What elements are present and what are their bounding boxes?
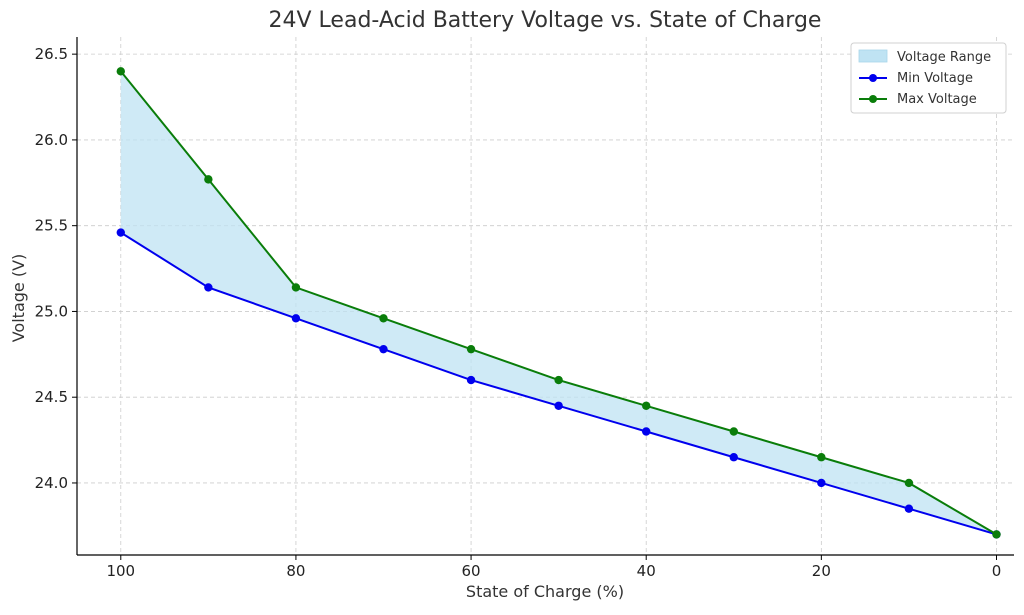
data-point-min-voltage <box>379 344 388 354</box>
data-point-min-voltage <box>291 314 301 323</box>
x-tick-label: 80 <box>286 562 305 580</box>
legend-label-voltage-range: Voltage Range <box>897 50 991 65</box>
data-point-min-voltage <box>642 427 651 436</box>
data-point-max-voltage <box>466 344 476 354</box>
x-tick-label: 60 <box>462 562 481 580</box>
data-point-max-voltage <box>904 478 914 488</box>
y-axis-label: Voltage (V) <box>9 254 28 343</box>
legend-frame <box>850 42 1007 114</box>
x-tick-label: 100 <box>106 562 135 580</box>
x-axis-label: State of Charge (%) <box>466 582 624 601</box>
x-tick-label: 20 <box>812 562 831 580</box>
data-point-max-voltage <box>729 427 738 436</box>
data-point-max-voltage <box>817 453 826 462</box>
y-tick-label: 24.5 <box>35 388 68 406</box>
x-tick-label: 0 <box>992 562 1002 580</box>
legend-marker-min-voltage <box>869 74 877 82</box>
data-point-min-voltage <box>116 228 125 237</box>
series-layer <box>116 67 1001 539</box>
fill-area-layer <box>120 71 997 535</box>
data-point-min-voltage <box>729 453 738 462</box>
legend-label-max-voltage: Max Voltage <box>897 92 977 107</box>
legend-marker-max-voltage <box>869 95 877 103</box>
legend-label-min-voltage: Min Voltage <box>897 71 973 86</box>
data-point-min-voltage <box>817 478 826 488</box>
y-tick-label: 25.5 <box>35 217 68 235</box>
chart-title: 24V Lead-Acid Battery Voltage vs. State … <box>269 8 822 33</box>
axes <box>72 37 1014 560</box>
data-point-min-voltage <box>204 283 213 292</box>
data-point-max-voltage <box>291 283 301 292</box>
data-point-max-voltage <box>554 375 563 385</box>
data-point-max-voltage <box>379 314 388 323</box>
data-point-min-voltage <box>466 375 476 385</box>
y-tick-label: 26.5 <box>35 45 68 63</box>
y-tick-label: 24.0 <box>35 474 68 492</box>
fill-area-voltage-range <box>120 71 997 535</box>
y-tick-label: 25.0 <box>35 302 68 320</box>
data-point-min-voltage <box>554 401 563 410</box>
legend: Voltage Range Min Voltage Max Voltage <box>850 42 1007 114</box>
data-point-max-voltage <box>116 67 125 76</box>
x-tick-label: 40 <box>637 562 656 580</box>
data-point-max-voltage <box>992 530 1001 539</box>
data-point-min-voltage <box>904 504 914 513</box>
legend-swatch-voltage-range <box>858 49 888 63</box>
data-point-max-voltage <box>642 401 651 410</box>
data-point-max-voltage <box>204 175 213 184</box>
y-tick-label: 26.0 <box>35 131 68 149</box>
tick-labels: 100 80 60 40 20 0 24.0 24.5 25.0 25.5 26.0 26.5 <box>35 45 1002 580</box>
